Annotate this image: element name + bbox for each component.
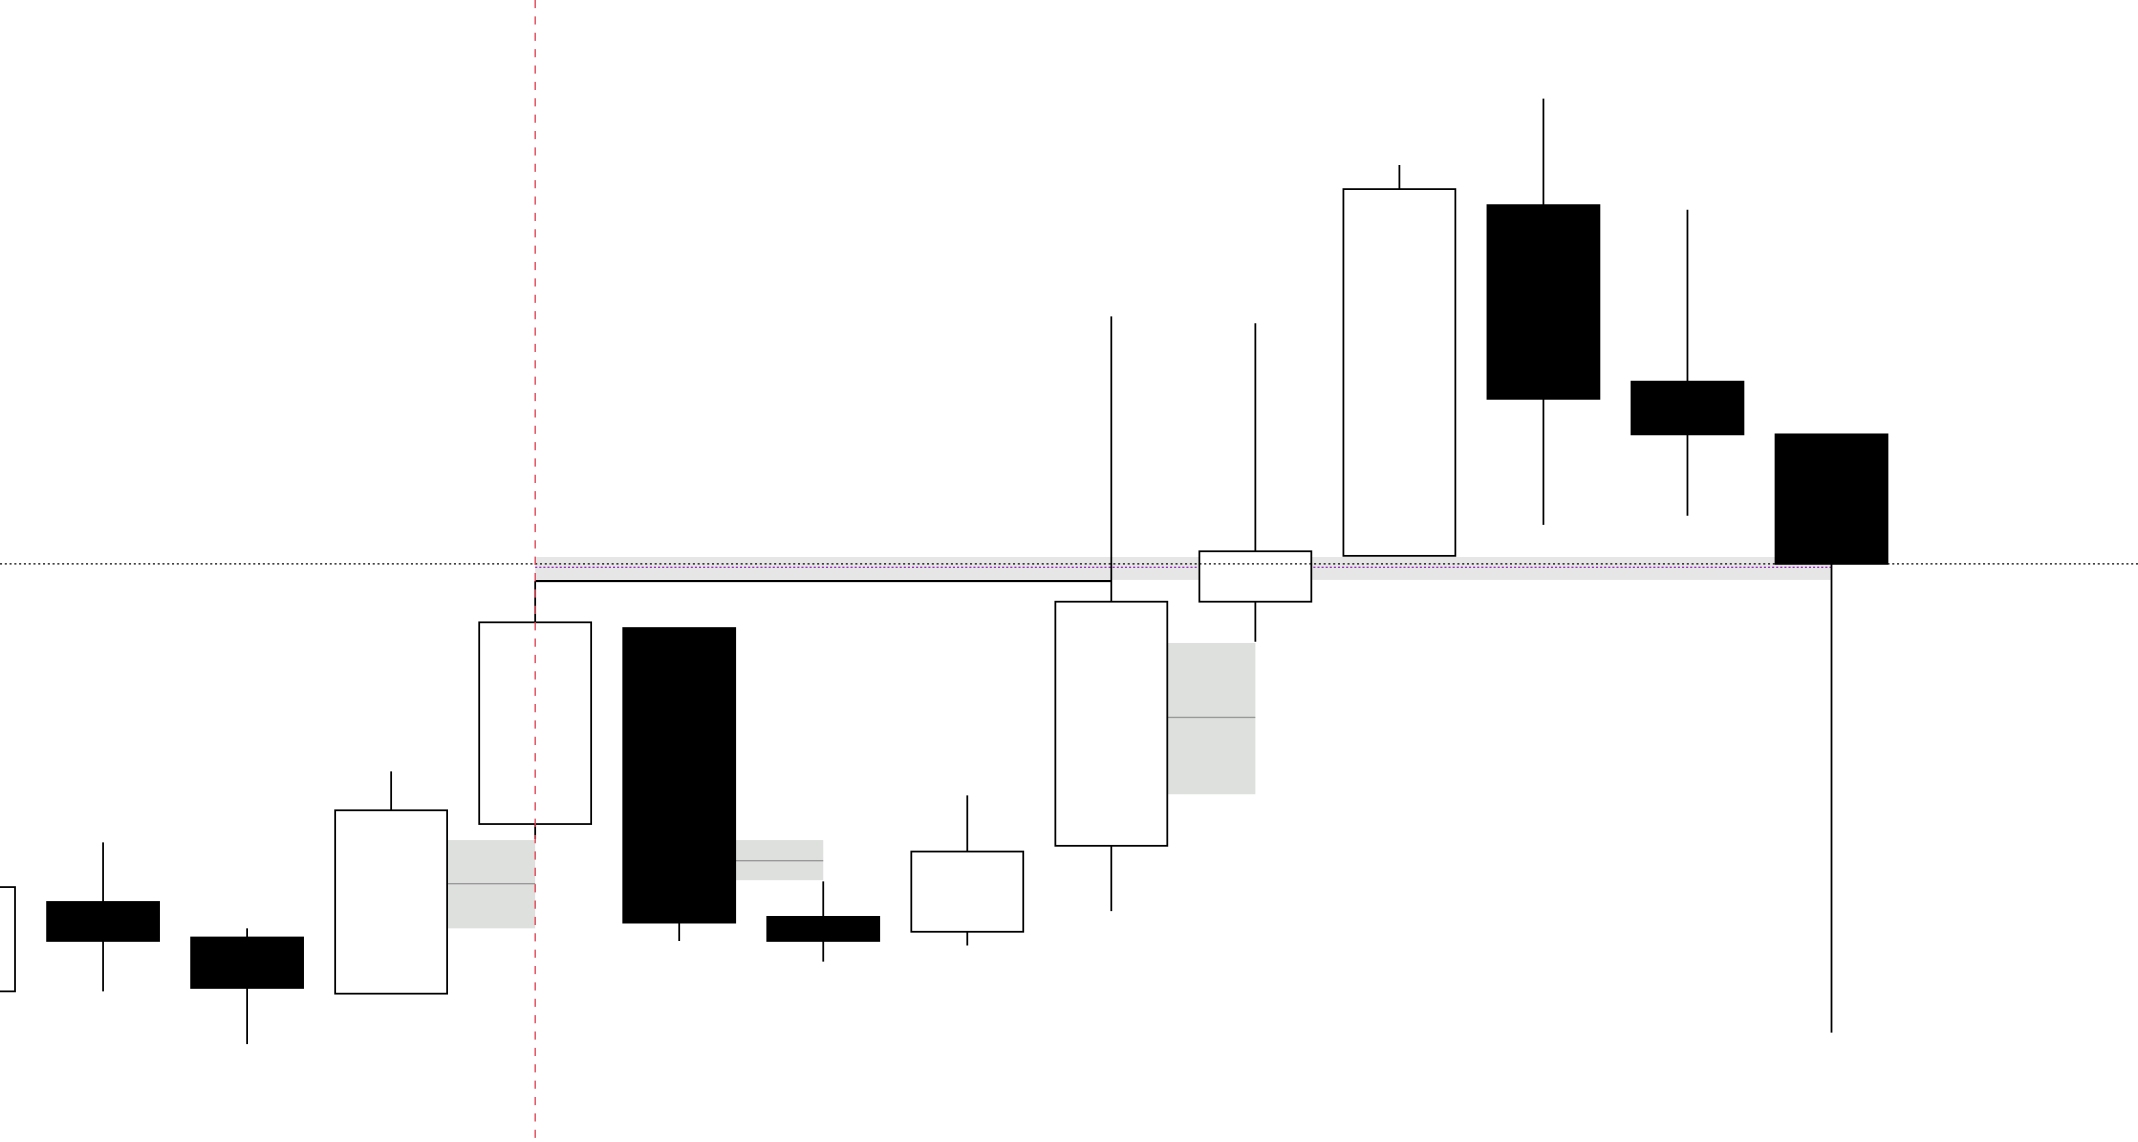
candles-layer [0,98,1889,1045]
candle-body-9 [1198,550,1313,603]
candle-body-10 [1342,188,1457,557]
candle-body-3 [334,809,449,995]
candle-body-7 [910,850,1025,933]
candle-body-5 [622,627,737,924]
candle-body-12 [1630,380,1745,436]
candle-body-8 [1054,600,1169,847]
band-layer [535,557,1832,580]
candle-body-6 [766,915,881,942]
candle-body-11 [1486,204,1601,400]
zone-2 [1167,642,1256,795]
candle-body-2 [190,936,304,989]
candle-body-13 [1774,433,1889,565]
zones-layer [447,642,1256,929]
lines-layer [535,566,1832,583]
candle-body-1 [46,901,160,942]
candle-body-0 [0,886,16,993]
gray-band [535,557,1832,580]
